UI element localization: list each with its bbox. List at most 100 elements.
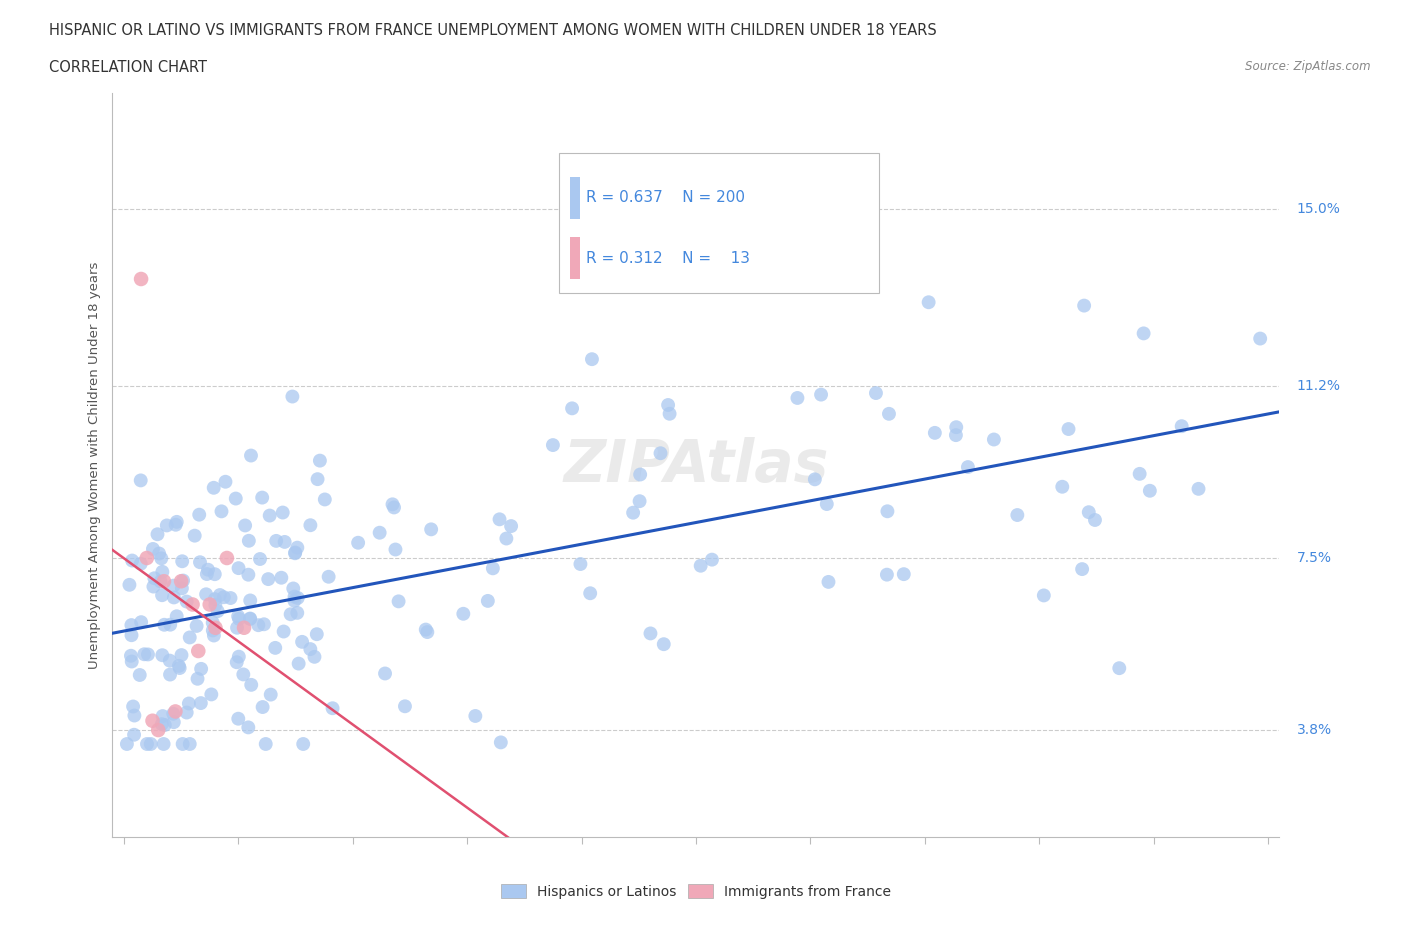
Point (170, 574, 193, 589)
Point (917, 295, 939, 310)
Point (153, 618, 176, 632)
Text: HISPANIC OR LATINO VS IMMIGRANTS FROM FRANCE UNEMPLOYMENT AMONG WOMEN WITH CHILD: HISPANIC OR LATINO VS IMMIGRANTS FROM FR… (49, 23, 936, 38)
Point (815, 497, 838, 512)
Point (945, 419, 967, 434)
Point (172, 737, 194, 751)
Point (166, 609, 188, 624)
Point (464, 709, 486, 724)
Point (252, 699, 274, 714)
Point (122, 699, 145, 714)
Point (284, 546, 307, 561)
Point (877, 406, 900, 421)
Point (142, 541, 165, 556)
Point (204, 566, 226, 581)
Point (271, 505, 294, 520)
Point (225, 655, 247, 670)
FancyBboxPatch shape (569, 237, 581, 279)
Point (1007, 508, 1029, 523)
Point (128, 668, 150, 683)
Point (163, 715, 186, 730)
Point (628, 467, 651, 482)
Point (983, 432, 1005, 447)
Point (1139, 484, 1161, 498)
Point (162, 578, 184, 593)
Point (420, 522, 443, 537)
Point (195, 566, 218, 581)
Point (387, 594, 409, 609)
Point (1129, 467, 1152, 482)
Point (1170, 418, 1192, 433)
Point (658, 406, 681, 421)
Point (415, 622, 437, 637)
Point (149, 574, 172, 589)
Text: R = 0.637    N = 200: R = 0.637 N = 200 (586, 190, 745, 206)
Point (129, 556, 152, 571)
Point (179, 630, 201, 644)
Point (628, 494, 651, 509)
Point (280, 606, 302, 621)
Point (153, 718, 176, 733)
Point (804, 472, 827, 486)
Point (170, 581, 193, 596)
Point (1187, 482, 1209, 497)
Point (141, 713, 163, 728)
Legend: Hispanics or Latinos, Immigrants from France: Hispanics or Latinos, Immigrants from Fr… (495, 879, 897, 905)
Point (207, 604, 229, 618)
Point (689, 558, 711, 573)
Text: Source: ZipAtlas.com: Source: ZipAtlas.com (1246, 60, 1371, 73)
Point (150, 551, 173, 565)
Point (1084, 512, 1107, 527)
Point (148, 546, 170, 561)
Point (374, 666, 396, 681)
Point (249, 551, 271, 566)
Point (250, 490, 273, 505)
Point (876, 504, 898, 519)
Text: 7.5%: 7.5% (1296, 551, 1331, 565)
Text: CORRELATION CHART: CORRELATION CHART (49, 60, 207, 75)
Point (945, 428, 967, 443)
Point (264, 641, 287, 656)
Point (285, 605, 308, 620)
Point (287, 591, 309, 605)
Point (167, 658, 190, 673)
Point (134, 647, 156, 662)
Point (240, 677, 263, 692)
Point (204, 620, 226, 635)
Point (176, 594, 198, 609)
FancyBboxPatch shape (569, 177, 581, 219)
Point (314, 492, 336, 507)
Point (283, 593, 305, 608)
Point (273, 624, 295, 639)
Point (129, 473, 152, 488)
Point (283, 590, 305, 604)
Text: ZIPAtlas: ZIPAtlas (564, 436, 828, 494)
Point (190, 661, 212, 676)
Point (204, 591, 226, 606)
Point (416, 625, 439, 640)
Point (159, 618, 181, 632)
Point (150, 648, 173, 663)
Point (495, 531, 517, 546)
Point (368, 525, 391, 540)
Point (304, 649, 326, 664)
Point (153, 574, 176, 589)
Point (238, 720, 260, 735)
Point (142, 579, 165, 594)
Point (202, 481, 225, 496)
Point (233, 518, 256, 533)
Point (488, 512, 510, 526)
Point (150, 717, 173, 732)
Point (264, 534, 287, 549)
Point (172, 554, 194, 569)
Point (541, 438, 564, 453)
Point (700, 552, 723, 567)
Point (238, 533, 260, 548)
Point (181, 597, 204, 612)
Point (307, 472, 329, 486)
Point (579, 586, 602, 601)
Point (489, 735, 512, 750)
Point (305, 627, 328, 642)
Point (477, 593, 499, 608)
Point (561, 401, 583, 416)
Point (212, 590, 235, 604)
